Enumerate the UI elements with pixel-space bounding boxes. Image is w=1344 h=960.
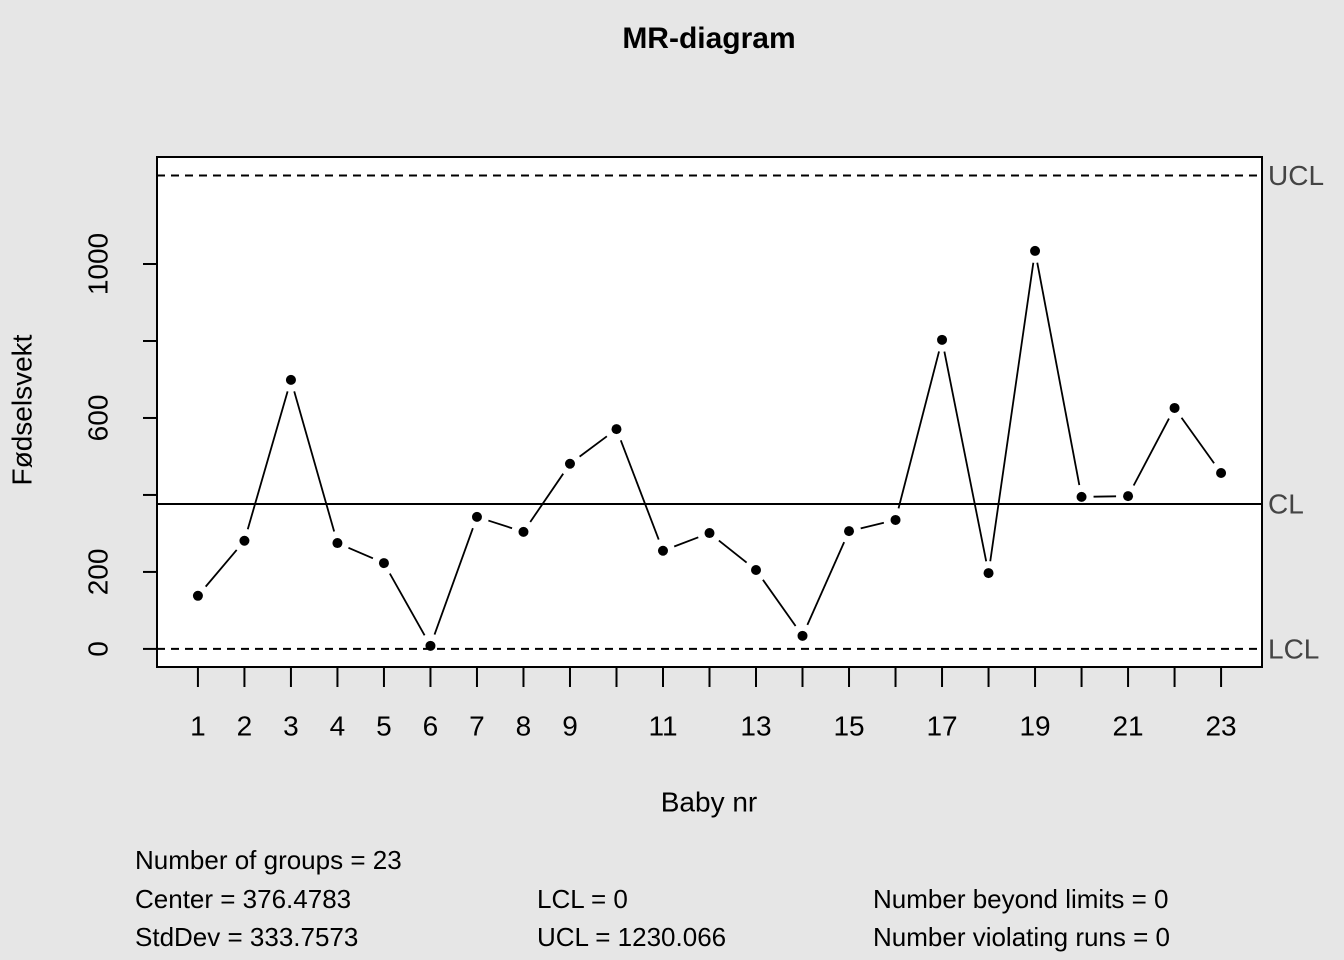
line-segment: [673, 536, 699, 548]
line-segment: [529, 473, 564, 523]
data-point: [1169, 402, 1180, 413]
x-axis-label: Baby nr: [661, 786, 758, 817]
plot-area: [156, 156, 1263, 668]
line-segment: [1132, 418, 1170, 486]
chart-title: MR-diagram: [622, 22, 795, 55]
x-tick-label: 5: [376, 710, 392, 741]
y-tick-label: 600: [82, 395, 113, 442]
y-tick-label: 1000: [82, 233, 113, 295]
stat: StdDev = 333.7573: [135, 922, 358, 952]
control-limit-label: UCL: [1268, 160, 1324, 191]
data-point: [611, 424, 622, 435]
line-segment: [488, 519, 513, 530]
control-limit-label: CL: [1268, 488, 1304, 519]
data-point: [471, 511, 482, 522]
x-tick-label: 11: [648, 710, 677, 741]
data-point: [425, 640, 436, 651]
x-tick-label: 17: [926, 710, 957, 741]
data-point: [890, 514, 901, 525]
data-point: [797, 630, 808, 641]
data-point: [844, 526, 855, 537]
x-tick-label: 7: [469, 710, 485, 741]
stat: LCL = 0: [537, 884, 628, 914]
x-tick-label: 23: [1205, 710, 1236, 741]
line-segment: [1180, 417, 1215, 464]
x-tick-label: 9: [562, 710, 578, 741]
data-point: [285, 374, 296, 385]
line-segment: [433, 527, 474, 635]
y-tick-label: 0: [82, 641, 113, 657]
y-tick-label: 200: [82, 549, 113, 596]
data-point: [657, 545, 668, 556]
x-tick-label: 13: [740, 710, 771, 741]
data-point: [192, 590, 203, 601]
line-segment: [246, 391, 289, 530]
stats: Number of groups = 23 Center = 376.4783 …: [135, 845, 1170, 952]
line-segment: [204, 549, 238, 588]
line-segment: [389, 573, 426, 636]
x-tick-label: 1: [190, 710, 206, 741]
data-point: [332, 538, 343, 549]
line-segment: [718, 539, 748, 564]
stat: Number beyond limits = 0: [873, 884, 1169, 914]
line-segment: [897, 351, 940, 509]
data-point: [1076, 491, 1087, 502]
line-segment: [579, 435, 608, 458]
line-segment: [619, 440, 660, 540]
x-tick-label: 21: [1112, 710, 1143, 741]
line-segment: [943, 351, 988, 562]
data-point: [1030, 245, 1041, 256]
line-segment: [293, 391, 336, 532]
line-segment: [806, 541, 845, 626]
data-point: [239, 535, 250, 546]
data-point: [1216, 468, 1227, 479]
stat: Number of groups = 23: [135, 845, 402, 875]
line-segment: [348, 546, 374, 560]
stat: Number violating runs = 0: [873, 922, 1170, 952]
stat: Center = 376.4783: [135, 884, 351, 914]
x-tick-label: 4: [330, 710, 346, 741]
x-tick-label: 6: [423, 710, 439, 741]
x-tick-label: 8: [516, 710, 532, 741]
x-tick-label: 3: [283, 710, 299, 741]
data-point: [937, 334, 948, 345]
data-point: [704, 528, 715, 539]
x-tick-label: 2: [237, 710, 253, 741]
line-segment: [762, 579, 797, 627]
data-point: [983, 568, 994, 579]
y-axis-label: Fødselsvekt: [6, 334, 37, 485]
x-tick-label: 19: [1019, 710, 1050, 741]
control-limit-label: LCL: [1268, 633, 1319, 664]
line-segment: [1036, 262, 1081, 486]
stat: UCL = 1230.066: [537, 922, 726, 952]
data-point: [564, 458, 575, 469]
data-point: [751, 565, 762, 576]
data-point: [1123, 491, 1134, 502]
line-segment: [860, 521, 885, 530]
x-tick-label: 15: [833, 710, 864, 741]
data-point: [518, 526, 529, 537]
data-point: [378, 558, 389, 569]
line-segment: [989, 262, 1035, 562]
